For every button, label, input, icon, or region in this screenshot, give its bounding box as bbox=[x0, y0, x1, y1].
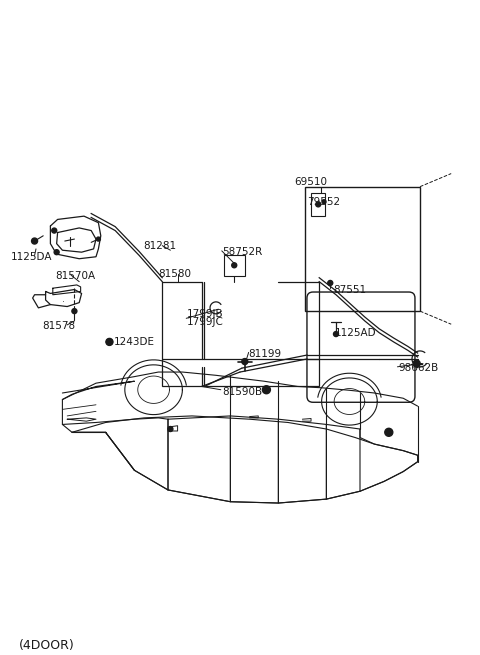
Circle shape bbox=[334, 331, 338, 337]
Circle shape bbox=[106, 339, 113, 345]
Text: 87551: 87551 bbox=[334, 284, 367, 295]
Bar bbox=[305, 187, 420, 311]
Bar bbox=[224, 255, 245, 276]
Circle shape bbox=[52, 228, 57, 233]
Circle shape bbox=[72, 309, 77, 314]
Text: (4DOOR): (4DOOR) bbox=[19, 639, 75, 652]
Circle shape bbox=[328, 280, 333, 286]
Circle shape bbox=[322, 200, 326, 204]
Circle shape bbox=[413, 360, 420, 367]
Text: 81590B: 81590B bbox=[222, 386, 262, 397]
Text: 1799JC: 1799JC bbox=[187, 317, 224, 328]
Circle shape bbox=[242, 358, 248, 365]
Circle shape bbox=[61, 295, 66, 301]
Text: 1125DA: 1125DA bbox=[11, 252, 52, 262]
Bar bbox=[311, 193, 325, 216]
Text: 81578: 81578 bbox=[42, 321, 75, 331]
Text: 81281: 81281 bbox=[143, 240, 176, 251]
Circle shape bbox=[32, 238, 37, 244]
Circle shape bbox=[263, 386, 270, 394]
Circle shape bbox=[107, 339, 112, 345]
Text: 81199: 81199 bbox=[249, 348, 282, 359]
Text: 1125AD: 1125AD bbox=[335, 328, 377, 338]
Circle shape bbox=[168, 426, 173, 432]
Circle shape bbox=[54, 250, 59, 255]
Text: 1243DE: 1243DE bbox=[114, 337, 155, 347]
Text: 1799JB: 1799JB bbox=[187, 309, 224, 320]
Text: 58752R: 58752R bbox=[222, 247, 262, 257]
Circle shape bbox=[385, 428, 393, 436]
Bar bbox=[162, 359, 319, 386]
Circle shape bbox=[232, 263, 237, 268]
Text: 81580: 81580 bbox=[158, 269, 192, 279]
Circle shape bbox=[96, 237, 100, 241]
Text: 79552: 79552 bbox=[307, 196, 340, 207]
Text: 69510: 69510 bbox=[295, 177, 327, 187]
Text: 98662B: 98662B bbox=[398, 363, 439, 373]
Circle shape bbox=[316, 202, 321, 207]
Text: 81570A: 81570A bbox=[55, 271, 96, 282]
